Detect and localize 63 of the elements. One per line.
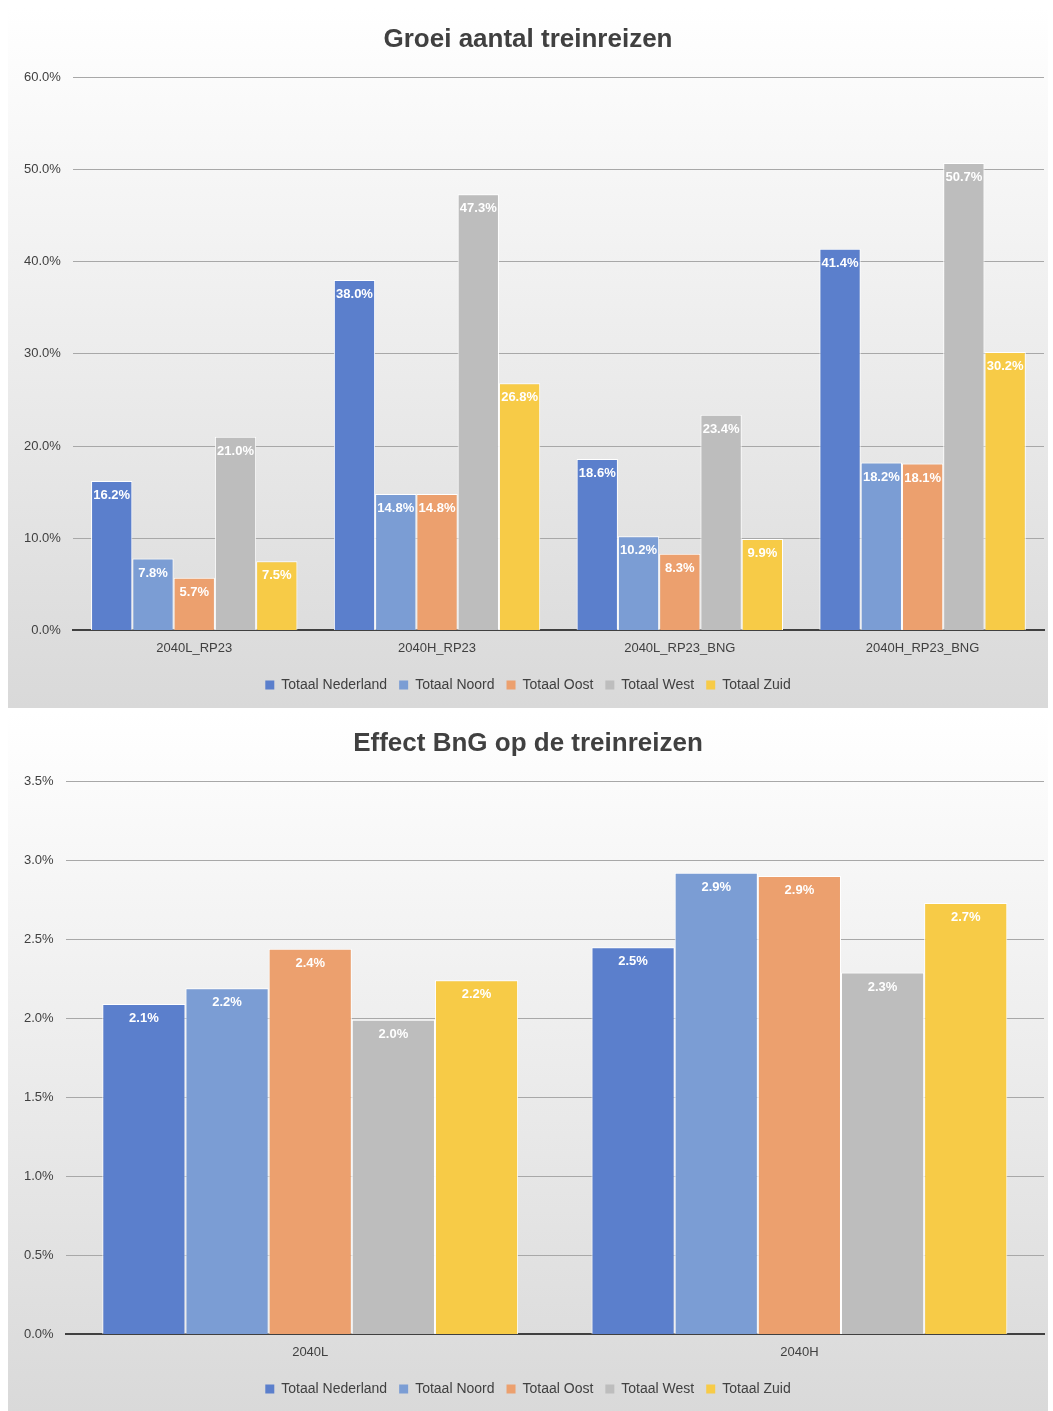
data-label: 14.8% bbox=[377, 500, 415, 516]
data-label: 2.3% bbox=[867, 978, 898, 994]
data-label: 18.6% bbox=[578, 464, 617, 480]
y-tick-label: 2.5% bbox=[23, 930, 55, 946]
legend-label: Totaal Noord bbox=[415, 1379, 495, 1396]
x-tick-label: 2040H_RP23_BNG bbox=[865, 639, 980, 655]
chart-title: Effect BnG op de treinreizen bbox=[353, 726, 703, 757]
data-label: 2.7% bbox=[950, 908, 981, 924]
y-tick-label: 10.0% bbox=[23, 529, 62, 545]
x-tick-label: 2040H_RP23 bbox=[398, 639, 477, 655]
data-label: 18.1% bbox=[904, 469, 942, 485]
y-tick-label: 20.0% bbox=[23, 437, 62, 453]
legend-label: Totaal Zuid bbox=[722, 1379, 791, 1396]
chart-title: Groei aantal treinreizen bbox=[383, 22, 673, 53]
y-tick-label: 2.0% bbox=[23, 1009, 55, 1025]
y-tick-label: 3.5% bbox=[23, 772, 55, 788]
y-tick-label: 0.0% bbox=[31, 621, 62, 637]
legend-label: Totaal Oost bbox=[522, 1379, 594, 1396]
legend-label: Totaal Zuid bbox=[722, 675, 791, 692]
data-label: 10.2% bbox=[620, 542, 658, 558]
data-label: 2.5% bbox=[618, 953, 649, 969]
data-label: 2.0% bbox=[378, 1025, 409, 1041]
data-label: 2.1% bbox=[129, 1010, 160, 1026]
data-label: 9.9% bbox=[747, 545, 778, 561]
data-label: 50.7% bbox=[945, 169, 983, 185]
data-label: 2.9% bbox=[701, 878, 732, 894]
y-tick-label: 1.0% bbox=[23, 1167, 55, 1183]
data-label: 47.3% bbox=[459, 200, 498, 216]
data-label: 21.0% bbox=[217, 442, 255, 458]
y-tick-label: 3.0% bbox=[23, 851, 55, 867]
data-label: 2.2% bbox=[212, 994, 243, 1010]
data-label: 8.3% bbox=[665, 559, 696, 575]
y-tick-label: 1.5% bbox=[23, 1088, 55, 1104]
legend-label: Totaal Nederland bbox=[281, 675, 388, 692]
y-tick-label: 0.0% bbox=[23, 1325, 55, 1341]
data-label: 7.8% bbox=[138, 564, 169, 580]
data-label: 26.8% bbox=[501, 389, 539, 405]
data-label: 14.8% bbox=[418, 500, 456, 516]
data-label: 41.4% bbox=[821, 254, 859, 270]
y-tick-label: 0.5% bbox=[23, 1246, 55, 1262]
y-tick-label: 40.0% bbox=[23, 253, 62, 269]
y-tick-label: 30.0% bbox=[23, 345, 62, 361]
data-label: 2.9% bbox=[784, 882, 815, 898]
x-tick-label: 2040L bbox=[292, 1343, 329, 1359]
data-label: 7.5% bbox=[261, 567, 293, 583]
data-label: 38.0% bbox=[336, 286, 374, 302]
x-tick-label: 2040L_RP23 bbox=[156, 639, 233, 655]
x-tick-label: 2040H bbox=[780, 1343, 819, 1359]
y-tick-label: 50.0% bbox=[23, 160, 62, 176]
data-label: 2.2% bbox=[461, 986, 492, 1002]
data-label: 23.4% bbox=[702, 420, 740, 436]
legend-label: Totaal West bbox=[621, 1379, 695, 1396]
legend-label: Totaal Oost bbox=[522, 675, 594, 692]
data-label: 5.7% bbox=[179, 583, 210, 599]
legend-label: Totaal Noord bbox=[415, 675, 495, 692]
data-label: 16.2% bbox=[93, 487, 131, 503]
legend-label: Totaal Nederland bbox=[281, 1379, 388, 1396]
data-label: 2.4% bbox=[295, 954, 326, 970]
data-label: 30.2% bbox=[986, 358, 1025, 374]
x-tick-label: 2040L_RP23_BNG bbox=[624, 639, 736, 655]
legend-label: Totaal West bbox=[621, 675, 695, 692]
y-tick-label: 60.0% bbox=[23, 68, 62, 84]
data-label: 18.2% bbox=[862, 468, 901, 484]
